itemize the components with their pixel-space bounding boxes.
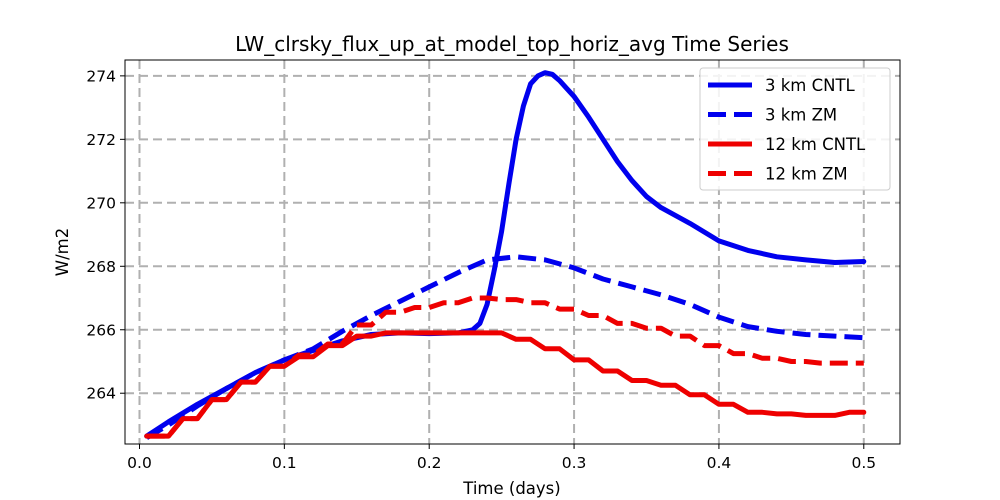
- chart-title: LW_clrsky_flux_up_at_model_top_horiz_avg…: [235, 32, 789, 56]
- y-tick-label: 274: [86, 67, 116, 85]
- x-tick-label: 0.2: [417, 454, 442, 472]
- x-tick-label: 0.4: [707, 454, 732, 472]
- series-line-12-km-zm: [146, 295, 864, 439]
- y-tick-label: 266: [86, 321, 116, 339]
- x-axis-label: Time (days): [462, 479, 560, 498]
- legend-label: 3 km CNTL: [765, 76, 856, 95]
- y-tick-label: 268: [86, 258, 116, 276]
- legend-box: [699, 67, 891, 191]
- y-tick-label: 264: [86, 385, 116, 403]
- legend: 3 km CNTL 3 km ZM 12 km CNTL 12 km ZM: [699, 67, 891, 191]
- x-tick-label: 0.1: [272, 454, 297, 472]
- y-axis-label: W/m2: [53, 228, 72, 276]
- y-tick-label: 270: [86, 194, 116, 212]
- y-tick-label: 272: [86, 131, 116, 149]
- legend-label: 12 km CNTL: [765, 135, 866, 154]
- series-line-3-km-zm: [145, 254, 864, 440]
- x-tick-label: 0.3: [562, 454, 587, 472]
- plot-frame: [124, 59, 901, 445]
- legend-label: 3 km ZM: [765, 106, 837, 125]
- x-tick-label: 0.0: [127, 454, 152, 472]
- x-tick-label: 0.5: [851, 454, 876, 472]
- axis-ticks: 0.0 0.1 0.2 0.3 0.4 0.5 264 266 268 270 272 274: [86, 67, 876, 472]
- series-lines: [144, 70, 867, 440]
- legend-label: 12 km ZM: [765, 165, 848, 184]
